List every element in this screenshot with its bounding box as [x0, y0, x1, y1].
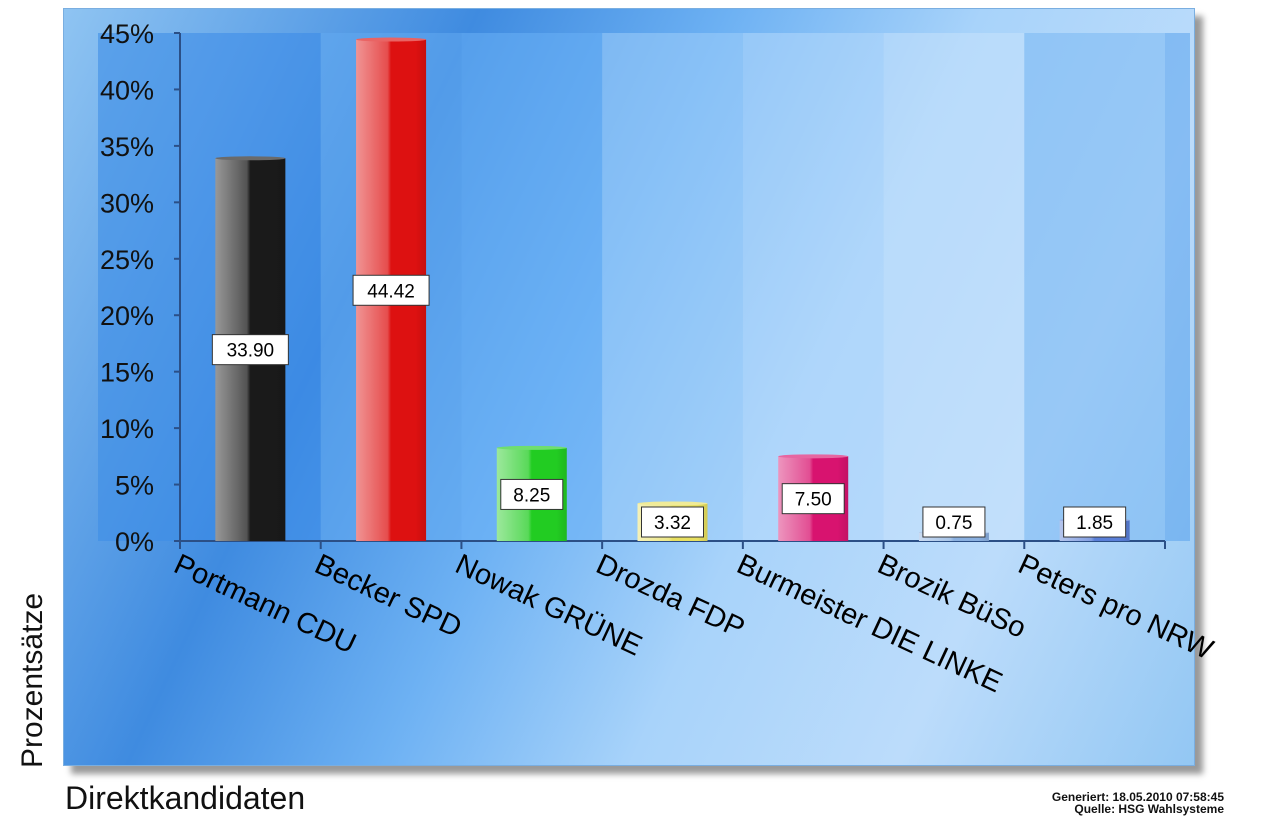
- value-label-box: [1063, 506, 1127, 538]
- y-tick-label: 35%: [100, 132, 154, 162]
- y-axis-title: Prozentsätze: [16, 593, 49, 768]
- x-category-label: Peters pro NRW: [1013, 548, 1218, 666]
- y-tick-label: 5%: [115, 471, 154, 501]
- value-label-box: [352, 274, 430, 306]
- plot-band: [883, 33, 1025, 541]
- plot-band: [98, 33, 180, 541]
- y-tick-label: 40%: [100, 75, 154, 105]
- plot-band: [1024, 33, 1165, 541]
- y-tick-label: 25%: [100, 245, 154, 275]
- y-tick-label: 10%: [100, 414, 154, 444]
- value-label: 7.50: [795, 490, 832, 511]
- y-tick-label: 0%: [115, 527, 154, 557]
- y-tick-label: 15%: [100, 358, 154, 388]
- bar-cap: [356, 37, 427, 42]
- footer-info: Generiert: 18.05.2010 07:58:45 Quelle: H…: [1052, 791, 1224, 815]
- y-axis-title-text: Prozentsätze: [16, 593, 49, 768]
- value-label: 33.90: [227, 341, 275, 362]
- value-label: 44.42: [367, 281, 415, 302]
- value-label: 3.32: [654, 513, 691, 534]
- generated-timestamp: Generiert: 18.05.2010 07:58:45: [1051, 790, 1224, 804]
- plot-band: [1165, 33, 1190, 541]
- value-label: 0.75: [935, 513, 972, 534]
- value-label-box: [922, 506, 986, 538]
- bar-cap: [496, 445, 567, 450]
- source-note: Quelle: HSG Wahlsysteme: [1074, 802, 1224, 816]
- value-label-box: [781, 483, 845, 515]
- x-category-label: Burmeister DIE LINKE: [732, 548, 1007, 699]
- bar-cap: [215, 156, 286, 161]
- value-label-box: [211, 334, 289, 366]
- value-label: 1.85: [1076, 513, 1113, 534]
- bar-cap: [778, 454, 849, 459]
- y-tick-label: 30%: [100, 188, 154, 218]
- x-axis-title: Direktkandidaten: [65, 780, 306, 816]
- plot-band: [602, 33, 743, 541]
- value-label-box: [641, 506, 704, 538]
- y-tick-label: 45%: [100, 19, 154, 49]
- value-label-box: [500, 478, 564, 510]
- value-label: 8.25: [513, 485, 550, 506]
- bar-cap: [637, 501, 708, 506]
- y-tick-label: 20%: [100, 301, 154, 331]
